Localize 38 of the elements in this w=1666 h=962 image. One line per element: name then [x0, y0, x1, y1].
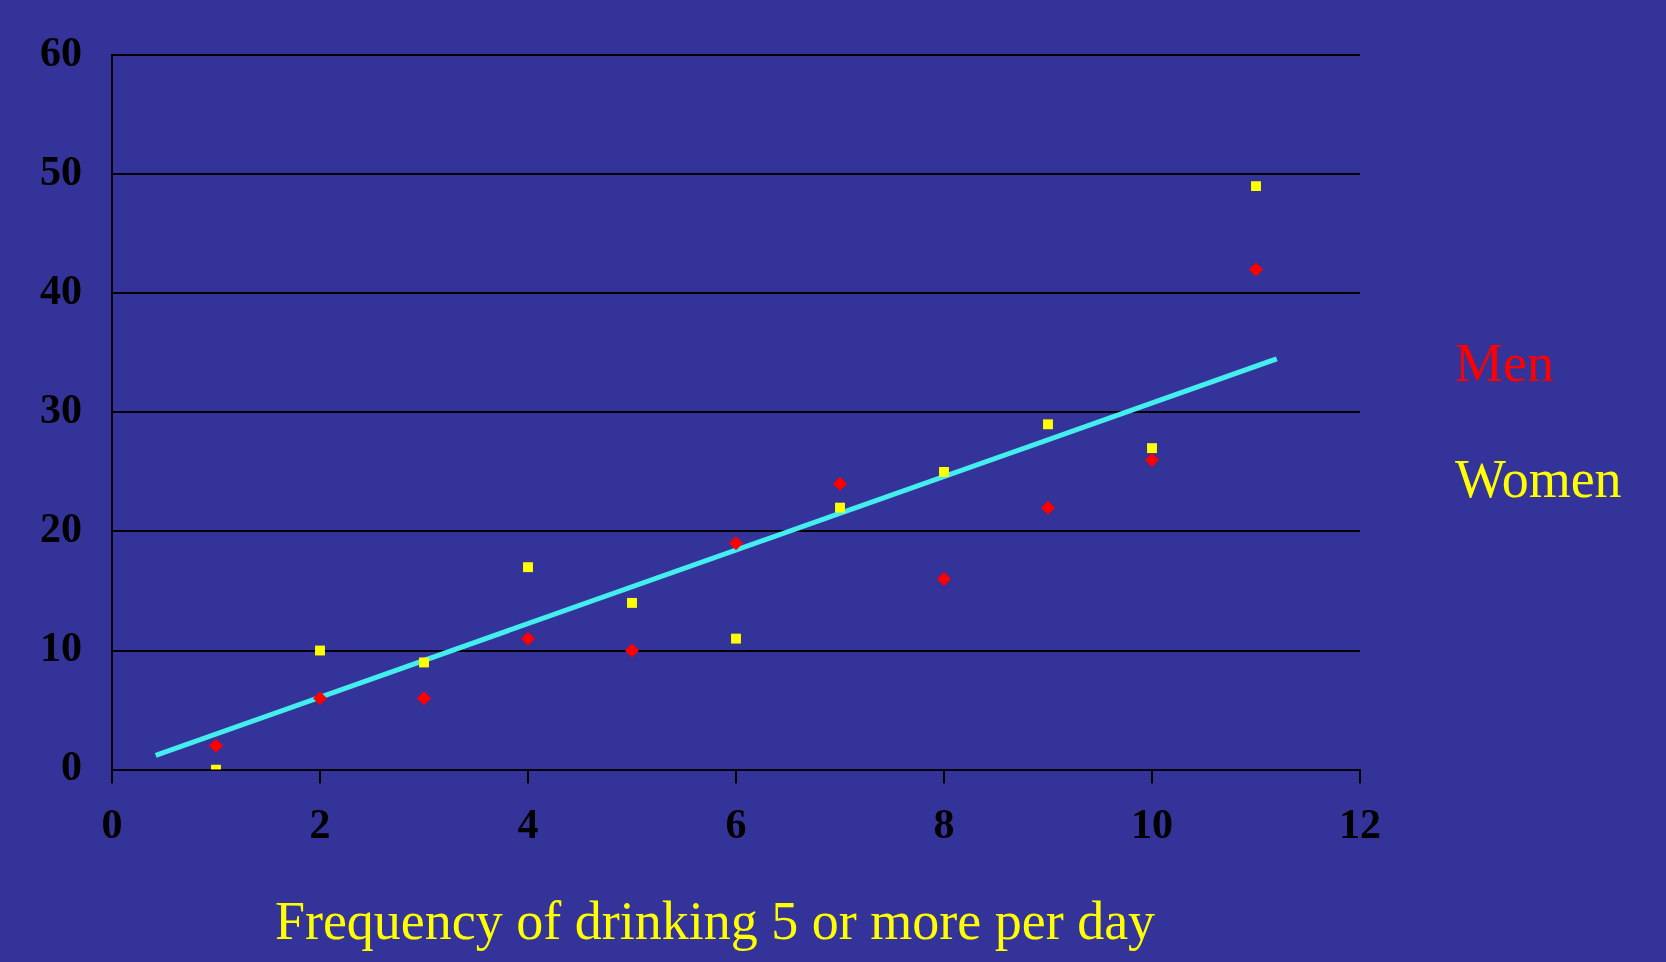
point: [1043, 419, 1053, 430]
x-tick-label: 8: [933, 800, 955, 847]
point: [625, 643, 639, 658]
x-tick-label: 2: [309, 800, 331, 847]
point: [937, 572, 951, 587]
point: [729, 536, 743, 551]
point: [419, 657, 429, 668]
point: [835, 502, 845, 513]
point: [1249, 262, 1263, 277]
point: [1147, 443, 1157, 454]
y-tick-label: 10: [40, 624, 82, 671]
text: Women: [1455, 448, 1622, 511]
x-tick-label: 12: [1339, 800, 1381, 847]
x-tick-label: 0: [101, 800, 123, 847]
y-tick-label: 30: [40, 386, 82, 433]
text: Men: [1455, 332, 1555, 395]
point: [417, 691, 431, 706]
point: [1041, 500, 1055, 515]
y-tick-label: 40: [40, 267, 82, 314]
x-tick-label: 10: [1131, 800, 1173, 847]
point: [521, 631, 535, 646]
point: [939, 466, 949, 477]
point: [209, 738, 223, 753]
point: [833, 476, 847, 491]
point: [523, 562, 533, 573]
point: [313, 691, 327, 706]
point: [1145, 453, 1159, 468]
x-tick-label: 6: [725, 800, 747, 847]
y-tick-label: 20: [40, 505, 82, 552]
x-axis-title: Frequency of drinking 5 or more per day: [273, 890, 1157, 952]
y-tick-label: 60: [40, 29, 82, 76]
point: [1251, 181, 1261, 192]
point: [627, 597, 637, 608]
y-tick-label: 50: [40, 148, 82, 195]
point: [315, 645, 325, 656]
x-tick-label: 4: [517, 800, 539, 847]
y-tick-label: 0: [61, 743, 82, 790]
point: [731, 633, 741, 644]
